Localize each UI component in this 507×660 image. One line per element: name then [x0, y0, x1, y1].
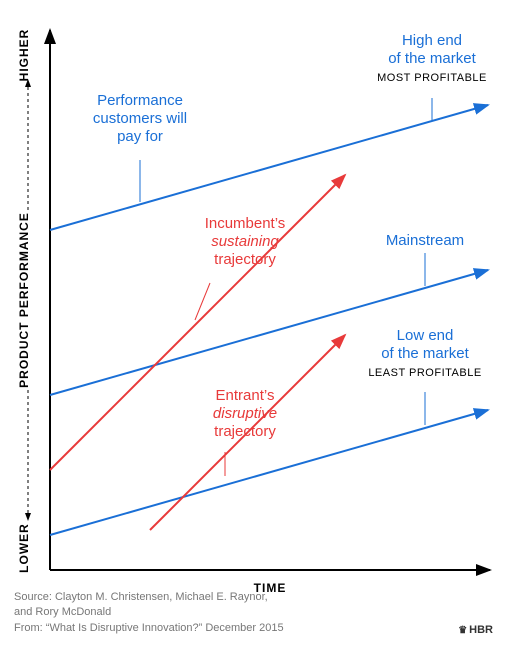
shield-icon: ♛: [458, 625, 467, 636]
svg-text:Mainstream: Mainstream: [386, 232, 464, 249]
svg-text:pay for: pay for: [117, 128, 163, 145]
svg-text:disruptive: disruptive: [213, 405, 277, 422]
svg-text:HIGHER: HIGHER: [17, 29, 31, 82]
svg-text:sustaining: sustaining: [211, 233, 279, 250]
svg-text:Low end: Low end: [397, 327, 454, 344]
svg-text:trajectory: trajectory: [214, 251, 276, 268]
svg-text:LEAST PROFITABLE: LEAST PROFITABLE: [368, 367, 481, 379]
svg-text:Incumbent’s: Incumbent’s: [205, 215, 286, 232]
hbr-text: HBR: [469, 624, 493, 636]
footer-line-1: Source: Clayton M. Christensen, Michael …: [14, 590, 284, 605]
svg-text:of the market: of the market: [381, 345, 469, 362]
svg-text:of the market: of the market: [388, 50, 476, 67]
footer-line-2: and Rory McDonald: [14, 605, 284, 620]
figure: TIMEPRODUCT PERFORMANCEHIGHERLOWERPerfor…: [0, 0, 507, 660]
svg-text:High end: High end: [402, 32, 462, 49]
footer-line-3: From: “What Is Disruptive Innovation?” D…: [14, 621, 284, 636]
source-footer: Source: Clayton M. Christensen, Michael …: [14, 590, 284, 636]
svg-text:trajectory: trajectory: [214, 423, 276, 440]
svg-text:Entrant’s: Entrant’s: [216, 387, 275, 404]
svg-text:LOWER: LOWER: [17, 523, 31, 573]
hbr-brand: ♛HBR: [458, 624, 493, 636]
svg-text:PRODUCT PERFORMANCE: PRODUCT PERFORMANCE: [17, 212, 31, 388]
svg-text:customers will: customers will: [93, 110, 187, 127]
chart-svg: TIMEPRODUCT PERFORMANCEHIGHERLOWERPerfor…: [0, 0, 507, 660]
svg-text:Performance: Performance: [97, 92, 183, 109]
svg-text:MOST PROFITABLE: MOST PROFITABLE: [377, 72, 487, 84]
